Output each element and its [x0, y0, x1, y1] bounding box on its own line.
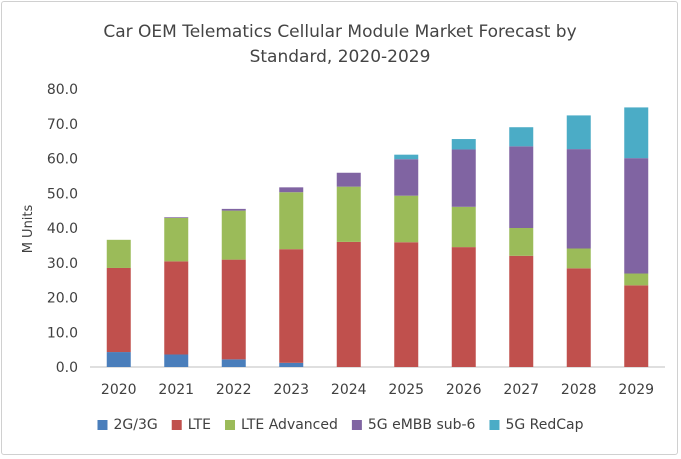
x-tick-label: 2022	[216, 382, 252, 398]
y-tick-label: 10.0	[47, 325, 78, 341]
y-tick-label: 70.0	[47, 117, 78, 133]
bar-segment	[221, 359, 246, 367]
bar-segment	[106, 267, 131, 353]
legend-label: 5G eMBB sub-6	[368, 417, 476, 433]
chart-title-line-1: Car OEM Telematics Cellular Module Marke…	[103, 22, 576, 42]
bar-segment	[279, 249, 304, 363]
legend-item: 5G RedCap	[489, 417, 584, 433]
bar-segment	[221, 208, 246, 211]
bar-segment	[566, 248, 591, 269]
bars	[106, 107, 649, 367]
bar-segment	[394, 159, 419, 196]
bar-segment	[164, 217, 189, 262]
legend-item: LTE	[171, 417, 211, 433]
y-tick-label: 30.0	[47, 256, 78, 272]
legend-swatch	[171, 420, 182, 430]
legend: 2G/3G LTE LTE Advanced 5G eMBB sub-6 5G RedC…	[97, 417, 584, 433]
bar-segment	[279, 362, 304, 367]
legend-label: LTE Advanced	[241, 417, 338, 433]
bar-segment	[106, 352, 131, 367]
legend-swatch	[225, 420, 236, 430]
x-tick-label: 2026	[446, 382, 482, 398]
bar-segment	[451, 206, 476, 248]
bar-segment	[566, 268, 591, 367]
chart-title-line-2: Standard, 2020-2029	[250, 47, 431, 67]
legend-label: 5G RedCap	[505, 417, 583, 433]
x-tick-label: 2027	[503, 382, 539, 398]
bar-segment	[394, 242, 419, 367]
bar-segment	[624, 158, 649, 274]
x-tick-label: 2025	[388, 382, 424, 398]
bar-segment	[164, 261, 189, 355]
bar-segment	[624, 107, 649, 159]
bar-segment	[624, 273, 649, 286]
bar-segment	[509, 228, 534, 256]
legend-swatch	[351, 420, 362, 430]
x-tick-labels: 2020 2021 2022 2023 2024 2025 2026 2027 2028 2029	[101, 382, 654, 398]
legend-label: 2G/3G	[113, 417, 157, 433]
bar-segment	[279, 187, 304, 193]
y-tick-label: 40.0	[47, 221, 78, 237]
x-tick-label: 2023	[273, 382, 309, 398]
legend-item: LTE Advanced	[225, 417, 338, 433]
bar-segment	[221, 210, 246, 260]
bar-segment	[279, 192, 304, 250]
bar-segment	[566, 115, 591, 150]
legend-item: 5G eMBB sub-6	[351, 417, 476, 433]
bar-segment	[394, 154, 419, 160]
x-tick-label: 2021	[158, 382, 194, 398]
bar-segment	[509, 146, 534, 228]
bar-segment	[336, 172, 361, 187]
x-tick-label: 2020	[101, 382, 137, 398]
y-tick-label: 50.0	[47, 186, 78, 202]
bar-segment	[106, 239, 131, 268]
x-tick-label: 2029	[618, 382, 654, 398]
bar-segment	[509, 255, 534, 367]
y-tick-labels: 0.0 10.0 20.0 30.0 40.0 50.0 60.0 70.0 80.0	[47, 82, 78, 376]
bar-segment	[566, 149, 591, 249]
bar-segment	[451, 139, 476, 150]
bar-segment	[451, 247, 476, 367]
legend-swatch	[97, 420, 108, 430]
y-tick-label: 80.0	[47, 82, 78, 98]
x-tick-label: 2024	[331, 382, 367, 398]
legend-swatch	[489, 420, 500, 430]
bar-segment	[221, 259, 246, 360]
bar-segment	[509, 127, 534, 147]
y-tick-label: 0.0	[56, 360, 78, 376]
bar-segment	[164, 354, 189, 367]
bar-segment	[624, 285, 649, 367]
legend-label: LTE	[188, 417, 211, 433]
bar-segment	[394, 195, 419, 243]
bar-segment	[164, 217, 189, 218]
y-axis-label: M Units	[21, 204, 36, 253]
y-tick-label: 20.0	[47, 291, 78, 307]
x-tick-label: 2028	[561, 382, 597, 398]
legend-item: 2G/3G	[97, 417, 158, 433]
y-tick-label: 60.0	[47, 152, 78, 168]
bar-segment	[336, 186, 361, 242]
bar-segment	[451, 149, 476, 207]
bar-segment	[336, 241, 361, 367]
